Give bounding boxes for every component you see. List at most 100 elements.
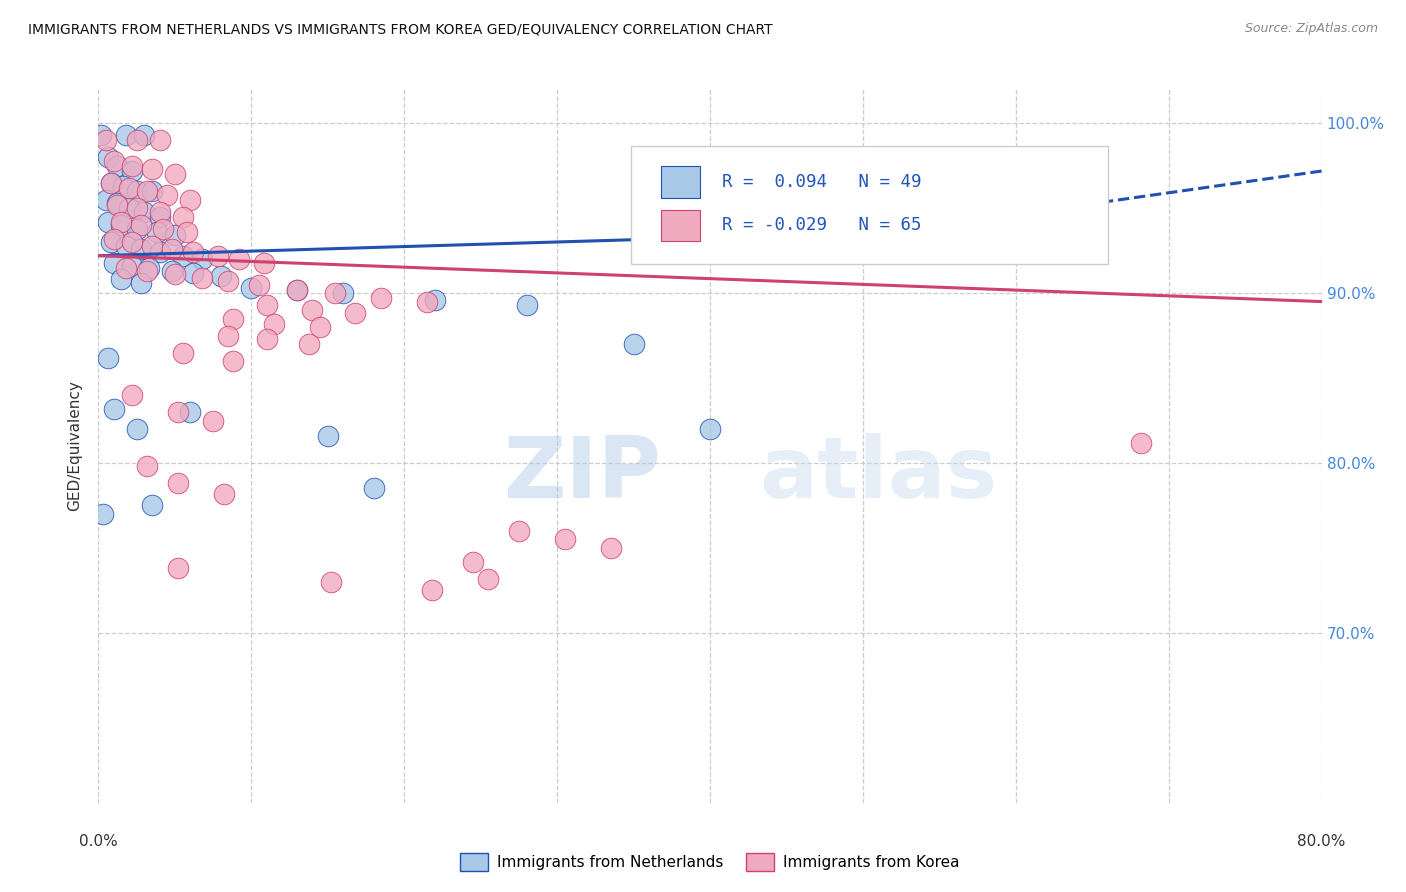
Point [90, 128, 112, 142]
Point [167, 476, 190, 491]
Text: R = -0.029   N = 65: R = -0.029 N = 65 [723, 217, 922, 235]
Point [121, 259, 143, 273]
Point [256, 298, 278, 312]
Point [316, 429, 339, 443]
Point [212, 486, 235, 500]
Point [508, 524, 530, 538]
Point [167, 561, 190, 575]
Point [222, 354, 245, 368]
Point [156, 187, 179, 202]
Point [217, 328, 239, 343]
Point [263, 317, 285, 331]
Point [134, 128, 156, 142]
Point [222, 311, 245, 326]
Point [145, 225, 167, 239]
Point [115, 128, 138, 142]
Point [181, 245, 204, 260]
Point [285, 283, 308, 297]
Point [181, 266, 204, 280]
Point [217, 274, 239, 288]
Point [115, 260, 138, 275]
Point [97, 150, 120, 164]
Point [105, 196, 128, 211]
Point [599, 541, 621, 555]
Point [134, 204, 156, 219]
Bar [661, 166, 700, 198]
Point [163, 167, 186, 181]
Point [298, 337, 321, 351]
Point [252, 255, 274, 269]
Point [121, 163, 143, 178]
Point [110, 272, 132, 286]
Point [363, 482, 385, 496]
Point [332, 286, 354, 301]
Point [94, 133, 117, 147]
Point [191, 252, 214, 266]
Point [179, 405, 201, 419]
Point [118, 201, 141, 215]
Point [370, 291, 392, 305]
Point [172, 249, 194, 263]
Point [100, 176, 122, 190]
Point [160, 242, 183, 256]
Y-axis label: GED/Equivalency: GED/Equivalency [67, 381, 83, 511]
Point [97, 351, 120, 365]
Point [125, 221, 148, 235]
Point [129, 218, 152, 232]
Point [115, 238, 138, 252]
Point [105, 198, 128, 212]
Point [309, 320, 332, 334]
Point [103, 255, 125, 269]
Point [103, 153, 125, 168]
Point [111, 179, 134, 194]
Point [121, 159, 143, 173]
Text: 0.0%: 0.0% [79, 834, 118, 849]
Point [163, 228, 186, 243]
Point [149, 210, 172, 224]
Point [461, 555, 484, 569]
Point [149, 133, 172, 147]
Text: ZIP: ZIP [503, 433, 661, 516]
Point [141, 184, 163, 198]
Point [103, 401, 125, 416]
Point [121, 388, 143, 402]
Point [285, 283, 308, 297]
Point [141, 238, 163, 252]
Point [301, 303, 323, 318]
Point [125, 184, 148, 198]
Point [91, 507, 114, 521]
Point [152, 221, 174, 235]
Point [516, 298, 538, 312]
Point [554, 533, 576, 547]
Point [420, 583, 443, 598]
Point [100, 235, 122, 249]
Point [623, 337, 645, 351]
Point [191, 270, 214, 285]
Point [125, 133, 148, 147]
Point [319, 574, 342, 589]
Point [344, 306, 367, 320]
Point [247, 277, 270, 292]
Point [125, 201, 148, 215]
Text: atlas: atlas [759, 433, 997, 516]
Point [103, 232, 125, 246]
Point [176, 225, 198, 239]
Point [172, 345, 194, 359]
Bar [661, 210, 700, 241]
Text: R =  0.094   N = 49: R = 0.094 N = 49 [723, 173, 922, 191]
Point [129, 242, 152, 256]
Point [209, 269, 232, 284]
Point [172, 210, 194, 224]
Point [1130, 435, 1153, 450]
Point [110, 215, 132, 229]
Point [228, 252, 250, 266]
Point [121, 235, 143, 249]
Point [129, 276, 152, 290]
Point [256, 332, 278, 346]
FancyBboxPatch shape [630, 146, 1108, 264]
Point [136, 264, 159, 278]
Point [179, 193, 201, 207]
Point [136, 184, 159, 198]
Point [207, 249, 229, 263]
Point [149, 245, 172, 260]
